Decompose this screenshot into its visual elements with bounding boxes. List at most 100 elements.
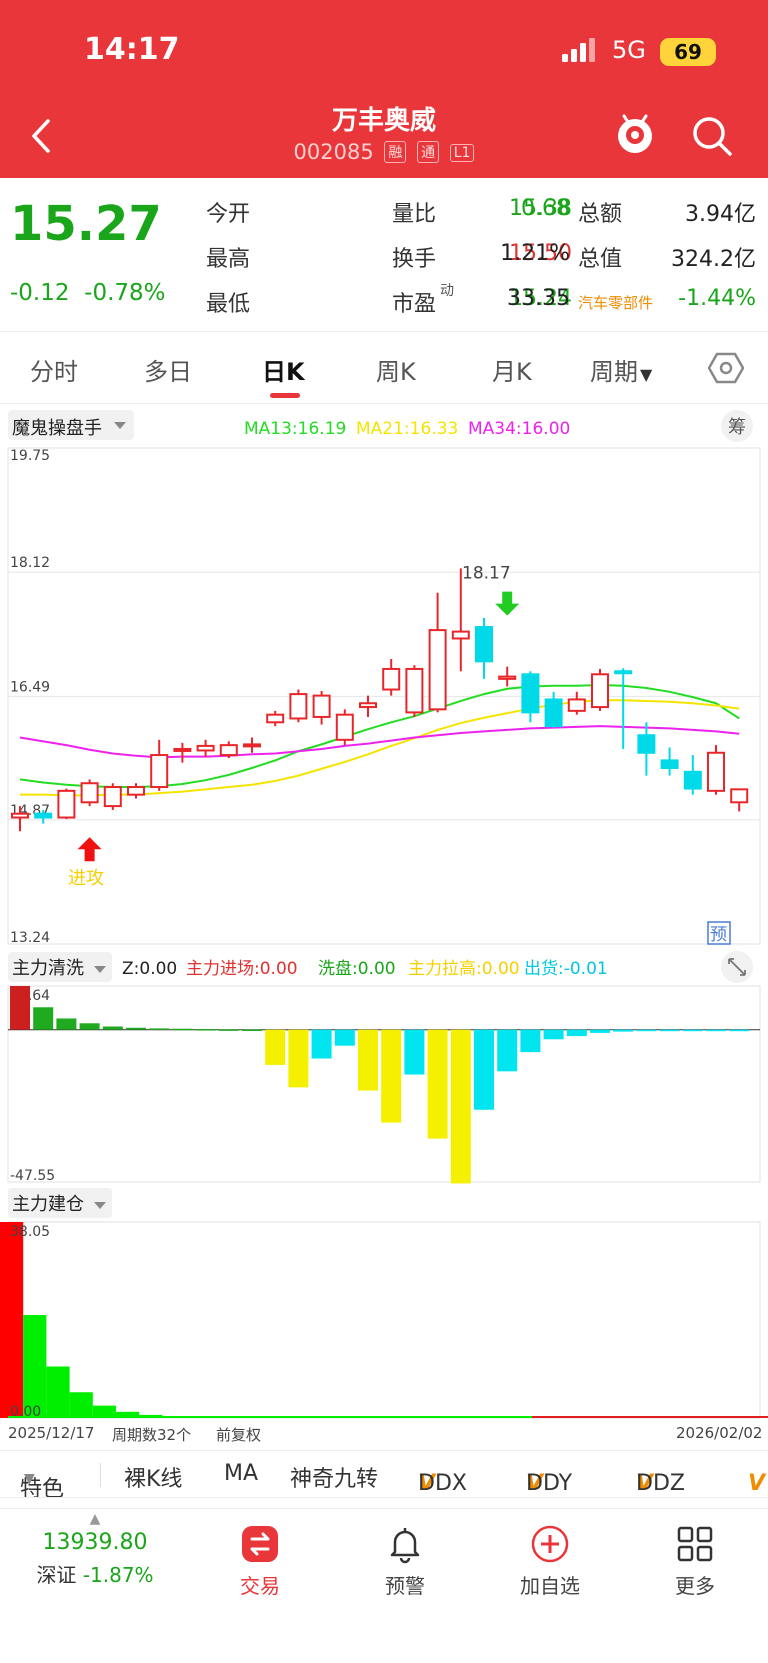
- sub1-bar: [706, 1029, 726, 1032]
- indicator-ma[interactable]: MA: [224, 1461, 259, 1486]
- nav-add-watchlist-label: 加自选: [520, 1574, 580, 1598]
- quote-label: 市盈: [392, 292, 437, 317]
- quote-label[interactable]: 汽车零部件: [578, 294, 654, 312]
- tab-period-dropdown[interactable]: 周期 ▼: [590, 352, 652, 387]
- bell-icon: [390, 1528, 420, 1564]
- search-icon[interactable]: [690, 114, 734, 158]
- sub1-bar: [381, 1029, 402, 1123]
- sub1-bar: [497, 1029, 518, 1072]
- candle-body: [428, 629, 447, 711]
- mascot-icon[interactable]: [612, 110, 658, 156]
- sub1-indicator-select[interactable]: 主力清洗: [12, 958, 84, 979]
- caret-up-icon: ▲: [89, 1511, 101, 1527]
- sub1-bar: [218, 1029, 239, 1031]
- network-type: 5G: [612, 36, 646, 64]
- sub1-bar: [566, 1029, 587, 1037]
- add-circle-icon: [531, 1525, 569, 1563]
- quote-value: -1.44%: [678, 286, 756, 311]
- adjust-mode[interactable]: 前复权: [216, 1426, 262, 1444]
- quote-value: 0.68: [521, 196, 570, 221]
- candle-body: [730, 788, 749, 804]
- sub1-bar: [404, 1029, 425, 1075]
- sub2-bar: [116, 1411, 140, 1418]
- price-change: -0.12 -0.78%: [10, 280, 166, 306]
- tab-period-label: 周期: [590, 358, 638, 386]
- caret-down-icon: ▼: [24, 1471, 35, 1487]
- sub2-y-bottom: 0.00: [10, 1404, 41, 1420]
- kline-chart[interactable]: 魔鬼操盘手 MA13:16.19 MA21:16.33 MA34:16.00 筹 19.7…: [0, 404, 768, 1420]
- tab-daily-k[interactable]: 日K: [262, 358, 305, 386]
- caret-down-icon: [94, 966, 106, 973]
- settings-hexagon-icon[interactable]: [708, 352, 744, 384]
- candle-body: [683, 770, 702, 790]
- sub1-field: 出货:-0.01: [524, 959, 608, 979]
- sub1-bar: [450, 1029, 471, 1184]
- y-axis-label: 16.49: [10, 679, 50, 695]
- sub2-bar: [69, 1392, 93, 1418]
- candle-body: [312, 694, 331, 718]
- candle-body: [80, 782, 99, 804]
- end-date: 2026/02/02: [676, 1424, 763, 1442]
- tag-level1: L1: [449, 144, 475, 162]
- sub1-bar: [79, 1023, 100, 1030]
- index-summary: 深证 -1.87%: [20, 1559, 170, 1588]
- status-time: 14:17: [84, 32, 180, 67]
- candle-body: [475, 626, 493, 663]
- sub1-bar: [10, 986, 30, 1030]
- period-count: 周期数32个: [112, 1426, 192, 1444]
- indicator-select-bg: [8, 410, 134, 440]
- nav-add-watchlist[interactable]: 加自选: [495, 1520, 605, 1599]
- sub1-select-bg: [8, 952, 112, 982]
- divider: [100, 1463, 101, 1487]
- indicator-featured-label: 特色: [20, 1477, 65, 1498]
- candle-body: [335, 713, 354, 741]
- chip-button[interactable]: 筹: [728, 417, 746, 438]
- quote-panel: [0, 178, 768, 332]
- indicator-naked-k[interactable]: 裸K线: [124, 1467, 183, 1492]
- candle-body: [405, 667, 424, 714]
- indicator-select[interactable]: 魔鬼操盘手: [12, 418, 102, 439]
- buy-arrow-icon: [77, 837, 102, 862]
- nav-more[interactable]: 更多: [640, 1520, 750, 1599]
- bottom-nav: [0, 1508, 768, 1616]
- ma-line-ma34: [19, 725, 740, 759]
- expand-icon[interactable]: [728, 958, 746, 976]
- tab-multi-day[interactable]: 多日: [144, 358, 192, 386]
- sub1-bar: [474, 1029, 494, 1110]
- candle-body: [359, 702, 377, 709]
- tab-intraday[interactable]: 分时: [30, 358, 78, 386]
- sub2-indicator-select[interactable]: 主力建仓: [12, 1194, 84, 1215]
- candle-body: [614, 670, 633, 675]
- indicator-ddy-label: DDY: [526, 1471, 573, 1496]
- indicator-ddx-label: DDX: [418, 1471, 467, 1496]
- sub1-bar: [543, 1029, 564, 1040]
- sub1-bar: [242, 1029, 262, 1032]
- caret-down-icon: ▼: [640, 365, 653, 384]
- sub1-bar: [102, 1026, 123, 1030]
- sub1-bar: [195, 1029, 216, 1031]
- indicator-magic-nine[interactable]: 神奇九转: [290, 1467, 379, 1492]
- candle-body: [289, 693, 308, 720]
- back-icon[interactable]: [30, 118, 54, 154]
- tab-monthly-k[interactable]: 月K: [492, 358, 532, 386]
- index-ticker[interactable]: ▲ 13939.80 深证 -1.87%: [20, 1512, 170, 1588]
- tab-weekly-k[interactable]: 周K: [376, 358, 416, 386]
- nav-alert[interactable]: 预警: [350, 1520, 460, 1599]
- sub1-bar: [682, 1029, 703, 1032]
- preview-button[interactable]: 预: [710, 925, 727, 945]
- nav-more-label: 更多: [675, 1574, 715, 1598]
- y-axis-label: 13.24: [10, 930, 50, 946]
- candle-body: [57, 789, 76, 819]
- candle-body: [150, 754, 169, 789]
- sub1-bar: [33, 1007, 54, 1030]
- sell-arrow-icon: [495, 591, 520, 616]
- last-price: 15.27: [10, 196, 162, 252]
- candle-body: [498, 675, 517, 680]
- change-value: -0.12: [10, 280, 70, 306]
- candle-body: [521, 673, 540, 714]
- candle-body: [660, 759, 679, 769]
- nav-trade[interactable]: 交易: [205, 1520, 315, 1599]
- sub1-bar: [311, 1029, 332, 1059]
- sub1-field: 主力进场:0.00: [186, 959, 298, 979]
- caret-down-icon: [114, 422, 126, 429]
